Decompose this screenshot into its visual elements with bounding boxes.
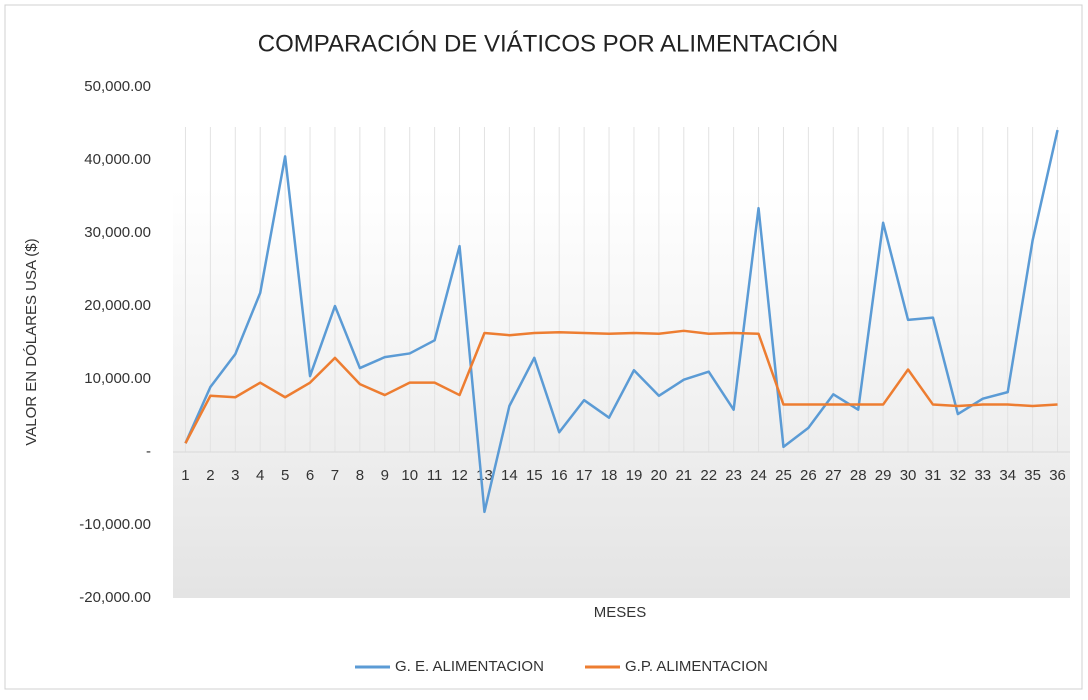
x-tick-label: 8 [356,467,364,484]
x-tick-label: 36 [1049,467,1066,484]
x-tick-label: 18 [601,467,618,484]
x-tick-label: 5 [281,467,289,484]
x-tick-label: 22 [700,467,717,484]
y-tick-label: 50,000.00 [84,78,151,95]
x-tick-label: 32 [950,467,967,484]
x-tick-label: 17 [576,467,593,484]
x-tick-label: 14 [501,467,518,484]
y-tick-label: 40,000.00 [84,151,151,168]
x-tick-label: 4 [256,467,264,484]
x-tick-label: 23 [725,467,742,484]
x-tick-label: 31 [925,467,942,484]
x-tick-label: 28 [850,467,867,484]
x-tick-label: 1 [181,467,189,484]
x-tick-label: 10 [401,467,418,484]
x-tick-label: 6 [306,467,314,484]
x-tick-label: 20 [651,467,668,484]
series-line [184,329,1058,444]
series-line [184,129,1059,514]
legend-label: G. E. ALIMENTACION [395,658,544,675]
x-tick-label: 15 [526,467,543,484]
x-tick-label: 34 [999,467,1016,484]
x-tick-label: 24 [750,467,767,484]
y-tick-label: 20,000.00 [84,297,151,314]
x-tick-label: 13 [476,467,493,484]
x-tick-label: 9 [381,467,389,484]
y-tick-label: 10,000.00 [84,370,151,387]
x-tick-label: 19 [626,467,643,484]
x-tick-label: 27 [825,467,842,484]
x-tick-label: 21 [675,467,692,484]
x-tick-label: 2 [206,467,214,484]
x-axis-label: MESES [594,604,647,621]
x-tick-label: 12 [451,467,468,484]
x-tick-label: 26 [800,467,817,484]
legend-label: G.P. ALIMENTACION [625,658,768,675]
x-tick-label: 3 [231,467,239,484]
x-tick-label: 7 [331,467,339,484]
x-tick-label: 33 [974,467,991,484]
x-tick-label: 11 [427,467,443,484]
y-tick-label: - [146,443,151,460]
y-axis-label: VALOR EN DÓLARES USA ($) [23,238,40,445]
x-tick-label: 30 [900,467,917,484]
chart-title: COMPARACIÓN DE VIÁTICOS POR ALIMENTACIÓN [258,30,839,57]
y-tick-label: -10,000.00 [79,516,151,533]
plot-area [173,87,1070,598]
y-tick-label: 30,000.00 [84,224,151,241]
x-tick-label: 29 [875,467,892,484]
y-tick-label: -20,000.00 [79,589,151,606]
x-tick-label: 25 [775,467,792,484]
x-tick-label: 35 [1024,467,1041,484]
x-tick-label: 16 [551,467,568,484]
